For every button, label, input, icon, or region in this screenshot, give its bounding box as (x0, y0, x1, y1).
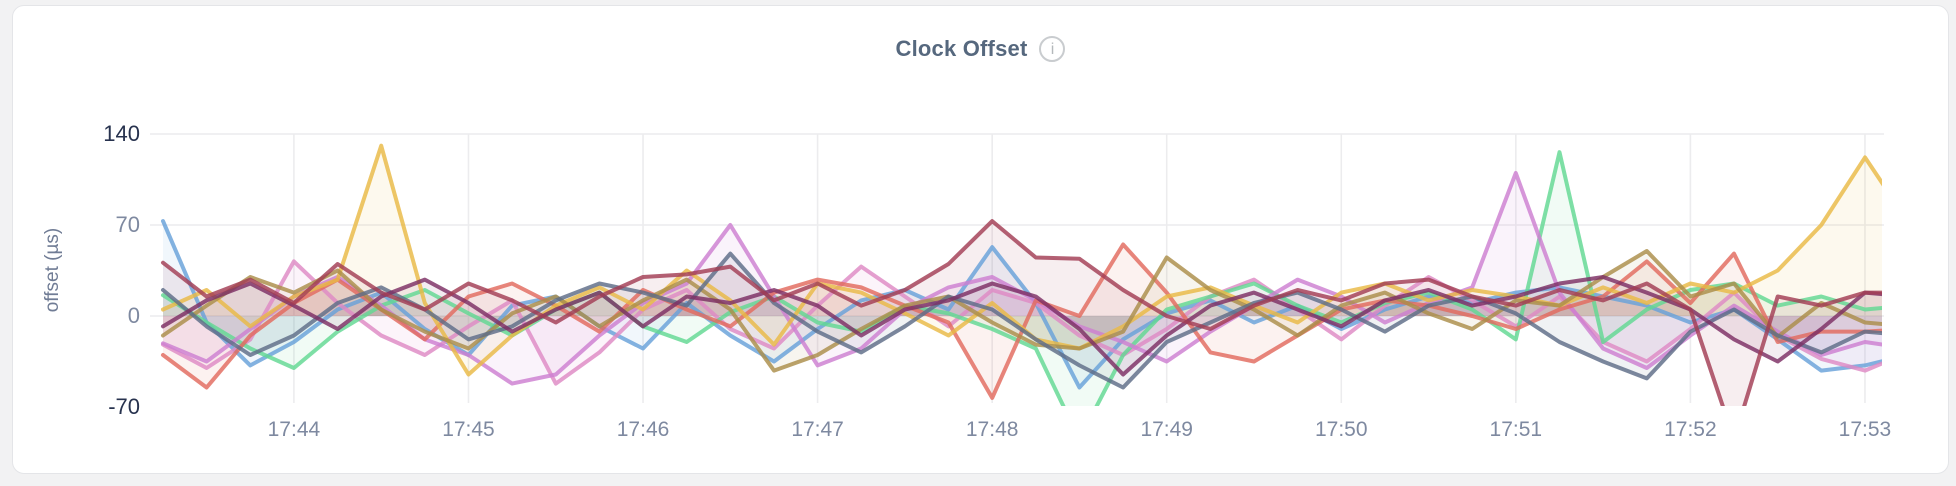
x-tick-label: 17:46 (617, 418, 670, 441)
series-line-olive (161, 249, 1882, 373)
series-line-purple (161, 275, 1882, 377)
x-tick-label: 17:52 (1664, 418, 1717, 441)
x-tick-label: 17:50 (1315, 418, 1368, 441)
x-tick-label: 17:45 (442, 418, 495, 441)
series-fill-salmon (163, 244, 1882, 398)
series-fill-blue (163, 221, 1882, 388)
chart-title: Clock Offset (895, 36, 1028, 61)
x-tick-label: 17:48 (966, 418, 1019, 441)
y-axis-title: offset (µs) (42, 228, 63, 313)
chart-card: Clock Offset i (12, 5, 1949, 474)
series-line-green (161, 150, 1882, 406)
y-tick-label: 70 (116, 212, 140, 237)
info-icon[interactable]: i (1039, 36, 1066, 62)
chart-header: Clock Offset i (13, 36, 1948, 62)
x-tick-label: 17:53 (1839, 418, 1892, 441)
y-tick-label: -70 (108, 394, 140, 419)
y-tick-label: 140 (103, 121, 140, 146)
x-tick-label: 17:44 (268, 418, 321, 441)
x-tick-label: 17:47 (791, 418, 844, 441)
x-tick-label: 17:49 (1140, 418, 1193, 441)
series-fill-green (163, 152, 1882, 406)
series-line-maroon (161, 219, 1882, 406)
x-tick-label: 17:51 (1490, 418, 1543, 441)
series-fill-orchid (163, 173, 1882, 384)
series-line-slate (161, 251, 1882, 390)
series-fill-maroon (163, 221, 1882, 406)
y-tick-label: 0 (128, 303, 140, 328)
series-line-salmon (161, 242, 1882, 400)
